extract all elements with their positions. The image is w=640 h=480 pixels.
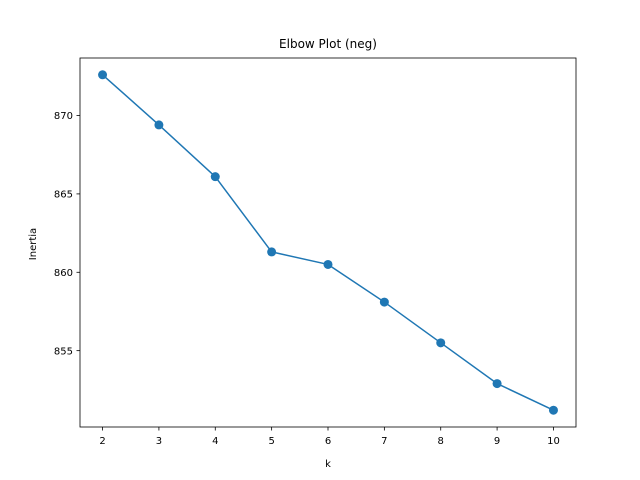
- x-tick-label: 3: [156, 436, 162, 447]
- x-tick-label: 8: [438, 436, 444, 447]
- data-point: [98, 70, 108, 80]
- y-axis-label: Inertia: [28, 228, 39, 260]
- x-axis-label: k: [325, 459, 331, 470]
- x-tick-label: 7: [381, 436, 387, 447]
- y-tick-label: 855: [54, 346, 73, 357]
- data-point: [267, 247, 277, 257]
- y-tick-label: 865: [54, 190, 73, 201]
- x-tick-label: 9: [494, 436, 500, 447]
- x-tick-label: 4: [212, 436, 218, 447]
- chart-title: Elbow Plot (neg): [279, 37, 377, 51]
- x-tick-label: 2: [99, 436, 105, 447]
- data-point: [154, 120, 164, 130]
- data-point: [548, 405, 558, 415]
- data-point: [323, 259, 333, 269]
- data-point: [492, 379, 502, 389]
- x-tick-label: 5: [268, 436, 274, 447]
- axes: 2 3 4 5 6 7 8 9 10 855 860 865 870: [54, 57, 577, 447]
- data-point: [379, 297, 389, 307]
- y-tick-label: 870: [54, 111, 73, 122]
- series: [98, 70, 558, 415]
- data-point: [210, 172, 220, 182]
- y-tick-label: 860: [54, 268, 73, 279]
- data-point: [436, 338, 446, 348]
- x-tick-label: 10: [547, 436, 560, 447]
- x-tick-label: 6: [325, 436, 331, 447]
